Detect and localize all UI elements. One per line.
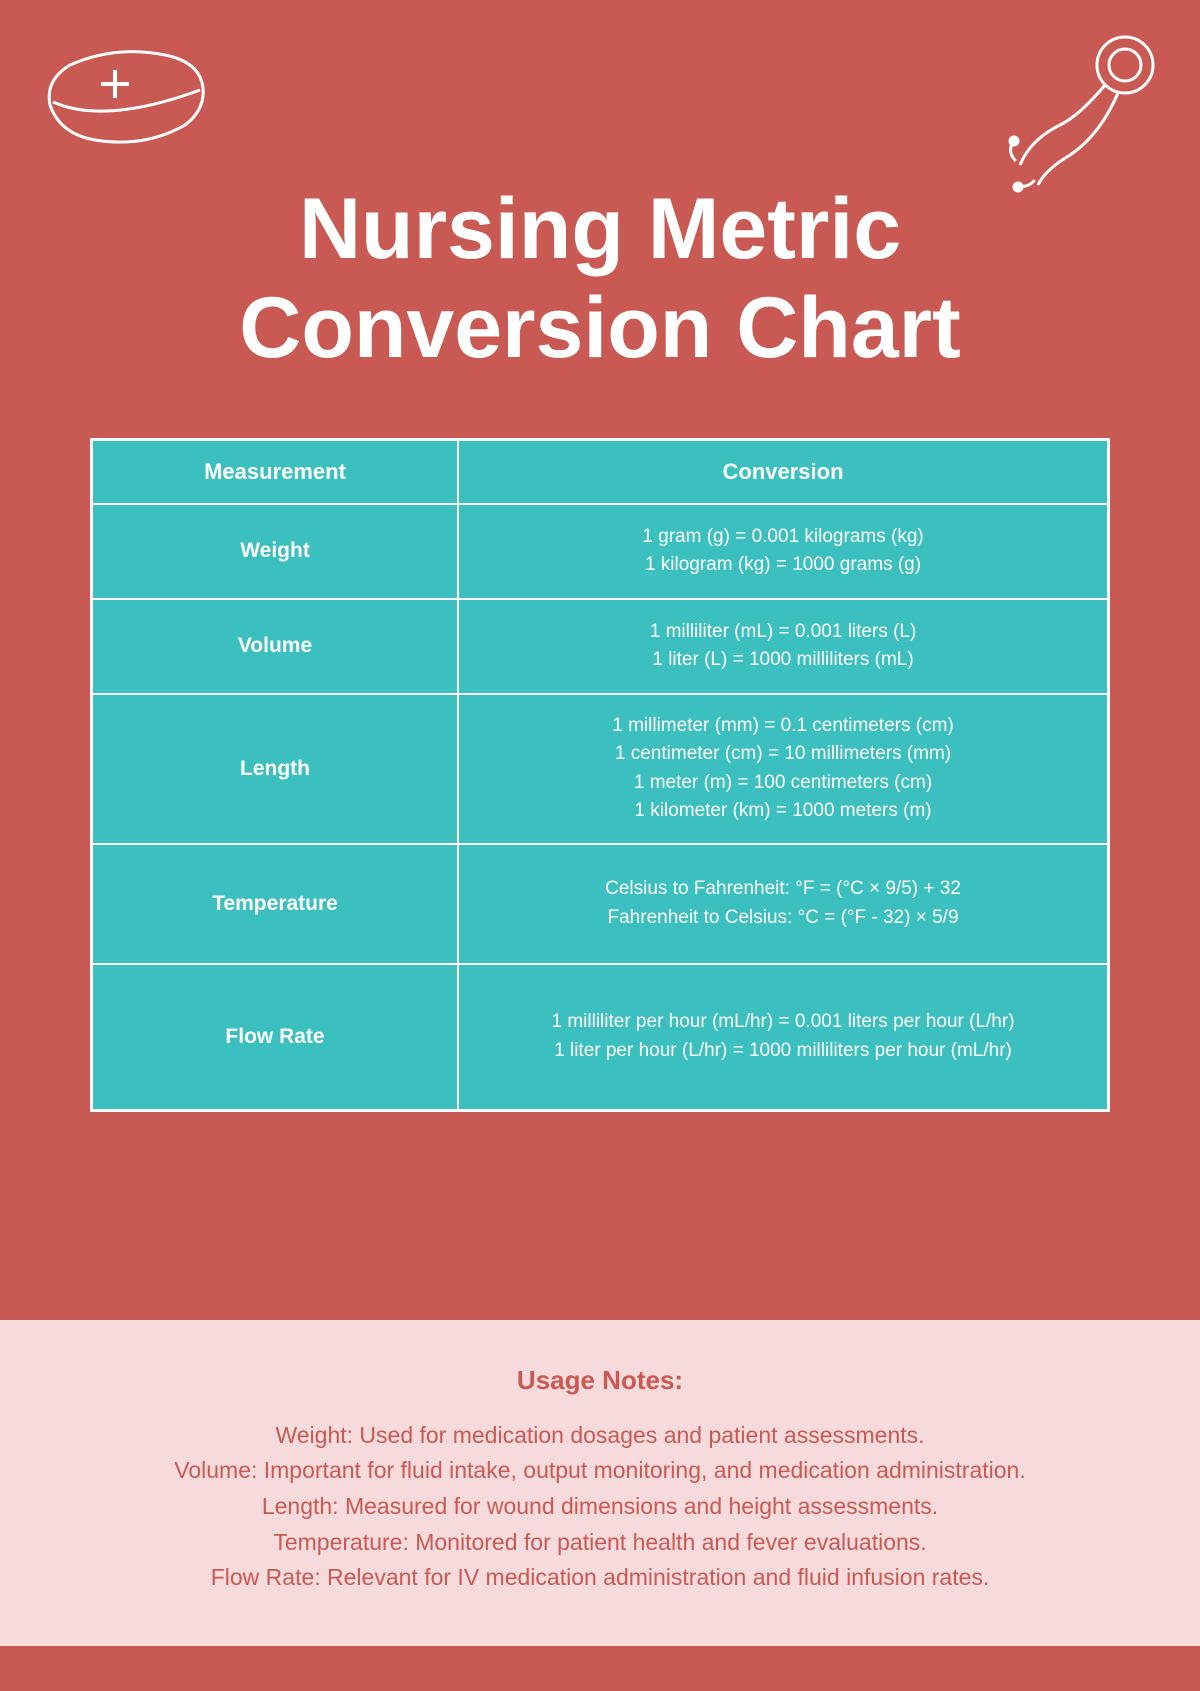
conversion-table: Measurement Conversion Weight 1 gram (g)… [93, 441, 1107, 1109]
header-measurement: Measurement [93, 441, 458, 504]
conversion-line: 1 kilogram (kg) = 1000 grams (g) [469, 551, 1097, 580]
table-row: Length 1 millimeter (mm) = 0.1 centimete… [93, 694, 1107, 844]
conversion-line: Celsius to Fahrenheit: °F = (°C × 9/5) +… [469, 875, 1097, 904]
conversion-line: Fahrenheit to Celsius: °C = (°F - 32) × … [469, 904, 1097, 933]
nurse-cap-icon [35, 30, 215, 165]
measurement-cell: Volume [93, 599, 458, 694]
usage-notes-section: Usage Notes: Weight: Used for medication… [0, 1320, 1200, 1646]
table-row: Flow Rate 1 milliliter per hour (mL/hr) … [93, 964, 1107, 1109]
conversion-line: 1 meter (m) = 100 centimeters (cm) [469, 769, 1097, 798]
note-line: Flow Rate: Relevant for IV medication ad… [60, 1560, 1140, 1596]
conversion-cell: 1 milliliter per hour (mL/hr) = 0.001 li… [458, 964, 1107, 1109]
note-line: Weight: Used for medication dosages and … [60, 1418, 1140, 1454]
table-row: Volume 1 milliliter (mL) = 0.001 liters … [93, 599, 1107, 694]
table-row: Weight 1 gram (g) = 0.001 kilograms (kg)… [93, 504, 1107, 599]
conversion-line: 1 kilometer (km) = 1000 meters (m) [469, 797, 1097, 826]
measurement-cell: Temperature [93, 844, 458, 964]
table-row: Temperature Celsius to Fahrenheit: °F = … [93, 844, 1107, 964]
header-conversion: Conversion [458, 441, 1107, 504]
measurement-cell: Weight [93, 504, 458, 599]
conversion-line: 1 milliliter per hour (mL/hr) = 0.001 li… [469, 1008, 1097, 1037]
conversion-line: 1 millimeter (mm) = 0.1 centimeters (cm) [469, 712, 1097, 741]
measurement-cell: Flow Rate [93, 964, 458, 1109]
stethoscope-icon [990, 25, 1170, 210]
note-line: Temperature: Monitored for patient healt… [60, 1525, 1140, 1561]
conversion-line: 1 milliliter (mL) = 0.001 liters (L) [469, 618, 1097, 647]
conversion-line: 1 liter per hour (L/hr) = 1000 millilite… [469, 1037, 1097, 1066]
note-line: Volume: Important for fluid intake, outp… [60, 1453, 1140, 1489]
conversion-cell: 1 gram (g) = 0.001 kilograms (kg) 1 kilo… [458, 504, 1107, 599]
note-line: Length: Measured for wound dimensions an… [60, 1489, 1140, 1525]
notes-title: Usage Notes: [60, 1365, 1140, 1396]
conversion-line: 1 centimeter (cm) = 10 millimeters (mm) [469, 740, 1097, 769]
measurement-cell: Length [93, 694, 458, 844]
conversion-cell: 1 millimeter (mm) = 0.1 centimeters (cm)… [458, 694, 1107, 844]
conversion-line: 1 liter (L) = 1000 milliliters (mL) [469, 646, 1097, 675]
conversion-table-container: Measurement Conversion Weight 1 gram (g)… [90, 438, 1110, 1112]
conversion-cell: Celsius to Fahrenheit: °F = (°C × 9/5) +… [458, 844, 1107, 964]
conversion-cell: 1 milliliter (mL) = 0.001 liters (L) 1 l… [458, 599, 1107, 694]
conversion-line: 1 gram (g) = 0.001 kilograms (kg) [469, 523, 1097, 552]
